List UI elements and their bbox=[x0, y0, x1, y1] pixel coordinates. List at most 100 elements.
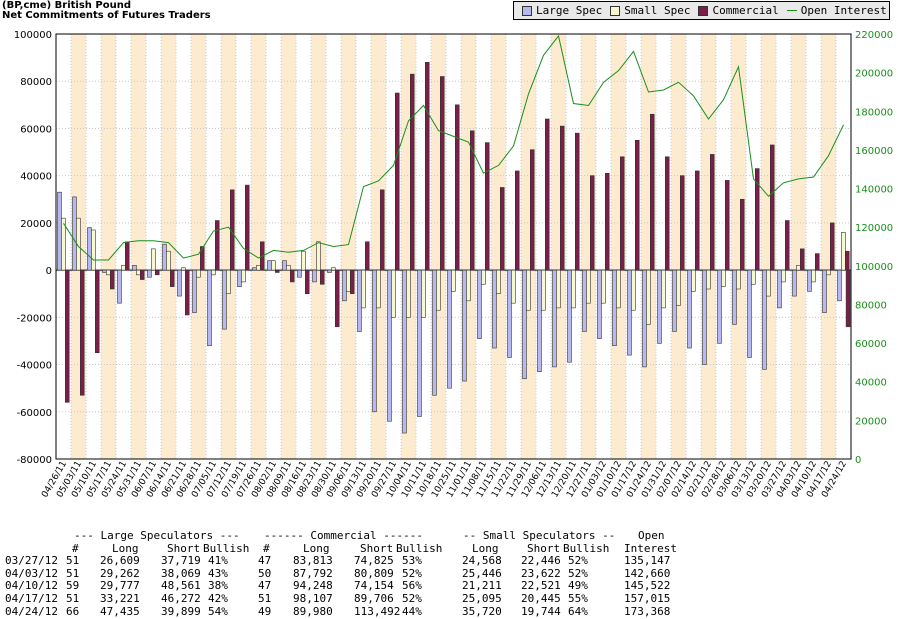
large-spec-bar bbox=[807, 269, 812, 292]
small-spec-bar bbox=[301, 250, 306, 271]
category-stripe bbox=[821, 34, 836, 459]
large-spec-bar bbox=[612, 269, 617, 346]
commercial-bar bbox=[799, 248, 805, 271]
category-stripe bbox=[191, 34, 206, 459]
header-ls-num: # bbox=[72, 541, 79, 555]
commercial-bar bbox=[514, 170, 520, 271]
commercial-bar bbox=[155, 269, 160, 276]
large-spec-bar bbox=[357, 269, 362, 332]
category-stripe bbox=[281, 34, 296, 459]
table-cell-date: 03/27/12 bbox=[5, 554, 58, 568]
commercial-bar bbox=[379, 189, 385, 271]
table-cell-ls-num: 51 bbox=[66, 566, 80, 580]
large-spec-bar bbox=[102, 269, 107, 273]
table-cell-ls-short: 48,561 bbox=[161, 579, 201, 593]
large-spec-bar bbox=[387, 269, 392, 422]
large-spec-bar bbox=[627, 269, 632, 356]
commercial-bar bbox=[544, 118, 550, 271]
large-spec-bar bbox=[447, 269, 452, 389]
commercial-bar bbox=[829, 222, 835, 271]
commercial-bar bbox=[679, 175, 685, 271]
table-cell-c-long: 89,980 bbox=[293, 604, 333, 618]
commercial-bar bbox=[409, 73, 415, 271]
commercial-bar bbox=[289, 269, 295, 283]
commercial-bar bbox=[95, 269, 100, 354]
table-cell-oi: 157,015 bbox=[624, 591, 671, 605]
y-tick-right: 20000 bbox=[855, 416, 887, 427]
y-tick-right: 160000 bbox=[855, 146, 893, 157]
small-spec-bar bbox=[826, 269, 831, 276]
table-cell-c-num: 47 bbox=[258, 579, 272, 593]
table-cell-s-bull: 64% bbox=[568, 604, 588, 618]
large-spec-bar bbox=[657, 269, 662, 344]
small-spec-bar bbox=[781, 269, 786, 283]
large-spec-bar bbox=[567, 269, 572, 363]
commercial-bar bbox=[814, 253, 820, 271]
table-cell-ls-long: 29,777 bbox=[100, 579, 140, 593]
category-stripe bbox=[101, 34, 116, 459]
large-spec-bar bbox=[702, 269, 707, 365]
large-spec-bar bbox=[762, 269, 767, 370]
table-cell-date: 04/03/12 bbox=[5, 566, 58, 580]
header-small-speculators: -- Small Speculators -- bbox=[463, 529, 616, 542]
legend-item-small-spec: Small Spec bbox=[610, 4, 690, 17]
table-cell-date: 04/10/12 bbox=[5, 579, 58, 593]
y-tick-left: -60000 bbox=[17, 408, 52, 419]
commercial-bar bbox=[484, 142, 490, 271]
table-cell-c-bull: 52% bbox=[402, 591, 422, 605]
large-spec-bar bbox=[792, 269, 797, 297]
small-spec-bar bbox=[196, 269, 201, 278]
table-cell-ls-short: 37,719 bbox=[161, 554, 201, 568]
small-spec-bar bbox=[376, 269, 381, 309]
large-spec-bar bbox=[732, 269, 737, 325]
table-cell-s-short: 20,445 bbox=[521, 591, 561, 605]
table-cell-ls-long: 26,609 bbox=[100, 554, 140, 568]
commercial-bar bbox=[784, 220, 790, 271]
large-spec-bar bbox=[147, 269, 152, 278]
chart-legend: Large Spec Small Spec Commercial Open In… bbox=[513, 1, 890, 20]
category-stripe bbox=[671, 34, 686, 459]
table-cell-c-short: 80,809 bbox=[354, 566, 394, 580]
category-stripe bbox=[791, 34, 806, 459]
commercial-bar bbox=[454, 104, 460, 271]
small-spec-bar bbox=[661, 269, 666, 309]
category-stripe bbox=[731, 34, 746, 459]
table-cell-s-bull: 52% bbox=[568, 566, 588, 580]
large-spec-bar bbox=[522, 269, 527, 380]
small-spec-bar bbox=[391, 269, 396, 318]
large-spec-bar bbox=[87, 227, 92, 271]
table-cell-s-long: 21,211 bbox=[462, 579, 502, 593]
small-spec-bar bbox=[61, 217, 66, 271]
y-tick-right: 80000 bbox=[855, 300, 887, 311]
table-cell-c-num: 47 bbox=[258, 554, 272, 568]
y-tick-left: -40000 bbox=[17, 361, 52, 372]
header-open: Open bbox=[638, 529, 665, 542]
header-s-short: Short bbox=[527, 541, 561, 555]
small-spec-bar bbox=[181, 267, 186, 271]
small-spec-bar bbox=[736, 269, 741, 290]
legend-swatch-open-interest bbox=[786, 10, 797, 11]
large-spec-bar bbox=[837, 269, 842, 302]
large-spec-bar bbox=[417, 269, 422, 417]
large-spec-bar bbox=[402, 269, 407, 434]
table-cell-oi: 142,660 bbox=[624, 566, 671, 580]
large-spec-bar bbox=[282, 260, 287, 271]
y-tick-right: 180000 bbox=[855, 107, 893, 118]
small-spec-bar bbox=[601, 269, 606, 304]
category-stripe bbox=[131, 34, 146, 459]
legend-label-open-interest: Open Interest bbox=[800, 4, 887, 17]
commercial-bar bbox=[185, 269, 190, 316]
plot-frame bbox=[55, 33, 852, 460]
large-spec-bar bbox=[267, 260, 272, 271]
table-cell-c-bull: 44% bbox=[402, 604, 422, 618]
small-spec-bar bbox=[241, 269, 246, 283]
large-spec-bar bbox=[687, 269, 692, 349]
commercial-bar bbox=[334, 269, 340, 328]
table-cell-ls-num: 66 bbox=[66, 604, 80, 618]
small-spec-bar bbox=[811, 269, 816, 283]
small-spec-bar bbox=[706, 269, 711, 290]
table-cell-c-num: 49 bbox=[258, 604, 272, 618]
large-spec-bar bbox=[312, 269, 317, 283]
table-cell-ls-long: 47,435 bbox=[100, 604, 140, 618]
commercial-bar bbox=[439, 76, 445, 271]
